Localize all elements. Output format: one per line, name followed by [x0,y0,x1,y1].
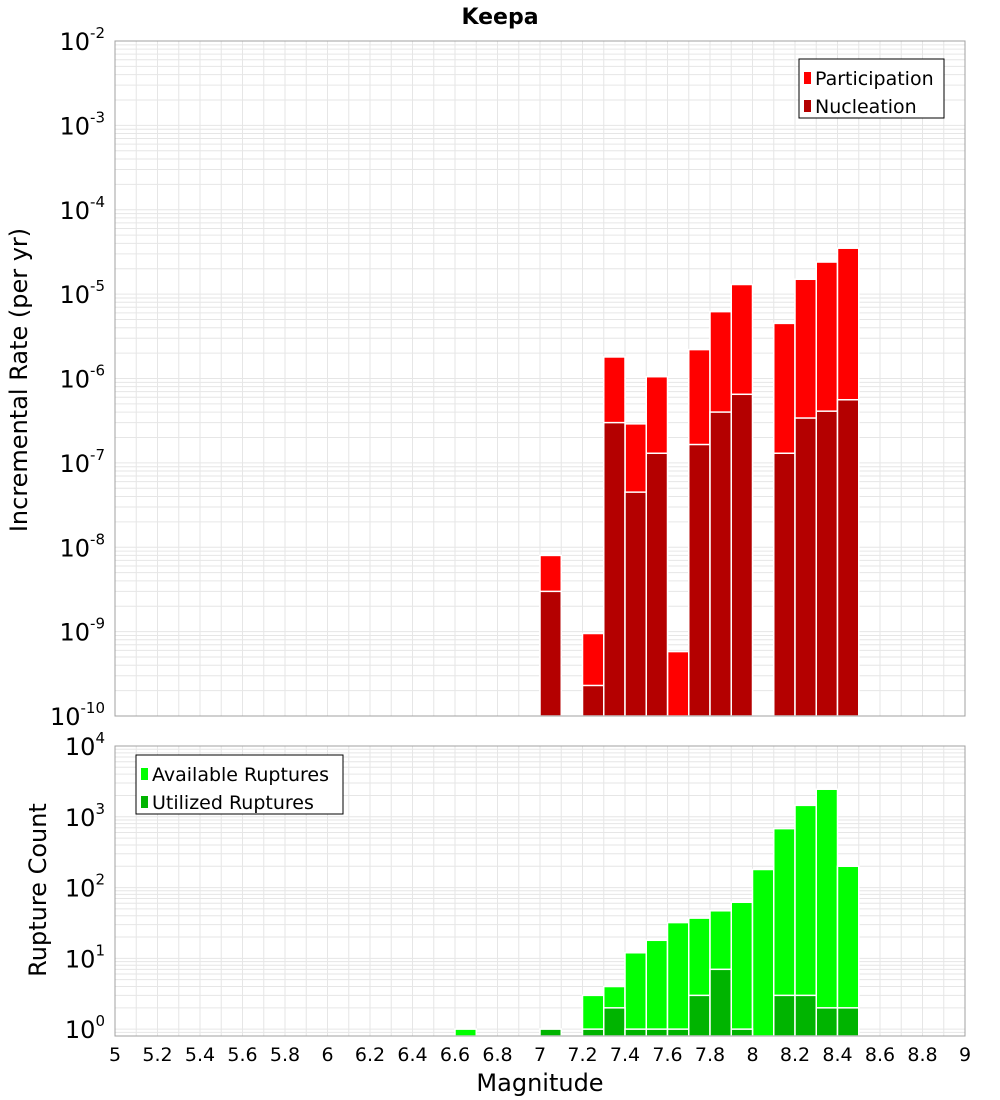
participation-bar [666,650,690,717]
legend-swatch [804,72,811,84]
utilized-ruptures-bar [603,1007,626,1037]
nucleation-bar [624,491,647,717]
utilized-ruptures-bar [709,968,732,1037]
legend-swatch [804,100,811,112]
y-tick-label: 10-9 [59,615,105,647]
x-tick-label: 7.2 [567,1044,597,1066]
x-tick-label: 6.6 [440,1044,470,1066]
x-tick-label: 7 [534,1044,546,1066]
y-tick-label: 10-5 [59,277,105,309]
nucleation-bar [794,417,817,717]
x-tick-label: 8 [746,1044,758,1066]
x-tick-label: 6.4 [397,1044,427,1066]
legend: Available Ruptures Utilized Ruptures [135,754,344,815]
x-tick-label: 6.2 [355,1044,385,1066]
legend-label: Utilized Ruptures [152,792,314,814]
x-tick-label: 8.6 [865,1044,895,1066]
nucleation-bar [730,393,754,717]
x-tick-label: 5.2 [142,1044,172,1066]
utilized-ruptures-bar [773,994,796,1037]
legend: Participation Nucleation [798,58,945,119]
x-tick-label: 8.2 [780,1044,810,1066]
legend-swatch [141,796,148,808]
utilized-ruptures-bar [688,994,711,1037]
available-ruptures-bar [730,901,754,1037]
nucleation-bar [836,398,860,717]
available-ruptures-bar [454,1028,477,1037]
utilized-ruptures-bar [815,1007,839,1037]
available-ruptures-bar [645,939,669,1037]
available-ruptures-bar [624,952,647,1037]
incremental-rate-plot: 10-10 10-9 10-8 10-7 10-6 10-5 10-4 10-3 10-2 Par… [50,24,966,731]
plot-frame [114,40,966,717]
y-tick-label: 10-4 [59,193,105,225]
x-tick-label: 5 [109,1044,121,1066]
x-tick-label: 8.8 [907,1044,937,1066]
legend-label: Nucleation [815,96,917,118]
y-tick-label: 102 [65,871,105,903]
y-tick-label: 10-6 [59,362,105,394]
legend-swatch [141,768,148,780]
available-ruptures-bar [666,921,690,1037]
y-tick-label: 10-10 [50,699,105,731]
x-axis-label: Magnitude [476,1069,603,1097]
utilized-ruptures-bar [666,1028,690,1037]
x-tick-label: 5.8 [270,1044,300,1066]
nucleation-bar [581,684,605,717]
utilized-ruptures-bar [624,1028,647,1037]
chart-title: Keepa [461,5,538,30]
utilized-ruptures-bar [645,1028,669,1037]
legend-box [135,754,344,815]
nucleation-bar [709,411,732,717]
x-tick-label: 5.4 [185,1044,215,1066]
y-tick-label: 103 [65,800,105,832]
bars [454,788,860,1037]
x-tick-label: 8.4 [822,1044,852,1066]
rupture-count-plot: 100 101 102 103 104 5 5.2 5.4 5.6 5.8 6 6.2 6.4 6.6 6.… [65,729,971,1066]
nucleation-bar [603,421,626,717]
utilized-ruptures-bar [581,1028,605,1037]
available-ruptures-bar [815,788,839,1037]
x-tick-label: 5.6 [227,1044,257,1066]
legend-label: Available Ruptures [152,764,329,786]
x-tick-label: 7.6 [652,1044,682,1066]
x-tick-label: 7.8 [695,1044,725,1066]
y-tick-label: 101 [65,941,105,973]
utilized-ruptures-bar [539,1028,562,1037]
utilized-ruptures-bar [794,994,817,1037]
y-tick-label: 10-3 [59,108,105,140]
y-tick-label: 104 [65,729,105,761]
x-tick-label: 6 [321,1044,333,1066]
y-tick-label: 10-2 [59,24,105,56]
legend-label: Participation [815,68,934,90]
nucleation-bar [688,443,711,717]
y-tick-label: 10-8 [59,530,105,562]
x-tick-label: 6.8 [482,1044,512,1066]
utilized-ruptures-bar [730,1028,754,1037]
y-axis-label-count: Rupture Count [24,803,52,977]
x-tick-label: 9 [959,1044,971,1066]
plot-frame [114,745,966,1037]
y-axis-label-rate: Incremental Rate (per yr) [5,228,33,532]
nucleation-bar [773,452,796,717]
nucleation-bar [645,452,669,717]
available-ruptures-bar [751,868,775,1037]
y-tick-label: 10-7 [59,446,105,478]
x-tick-label: 7.4 [610,1044,640,1066]
legend-box [798,58,945,119]
utilized-ruptures-bar [836,1007,860,1037]
nucleation-bar [815,410,839,717]
y-tick-label: 100 [65,1012,105,1044]
nucleation-bar [539,590,562,717]
